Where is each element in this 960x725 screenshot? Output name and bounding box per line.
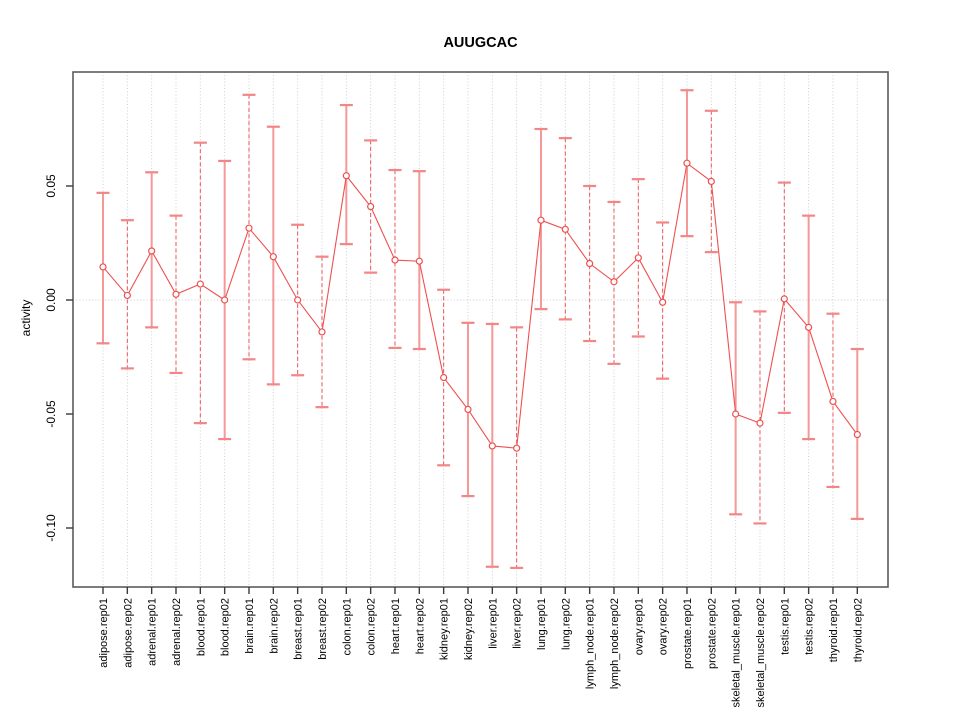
x-tick-label: adrenal.rep01 <box>147 598 159 666</box>
x-tick-label: thyroid.rep01 <box>828 598 840 662</box>
data-point <box>148 247 156 255</box>
data-point <box>123 291 131 300</box>
data-point <box>780 295 788 303</box>
y-tick-label: 0.05 <box>44 174 58 198</box>
x-tick-label: kidney.rep02 <box>463 598 475 660</box>
x-tick-label: liver.rep01 <box>487 598 499 649</box>
data-point <box>318 328 326 336</box>
x-tick-label: liver.rep02 <box>512 598 524 649</box>
data-point <box>659 298 667 306</box>
x-tick-label: kidney.rep01 <box>439 598 451 660</box>
x-tick-label: lung.rep02 <box>560 598 572 650</box>
data-point <box>513 444 521 452</box>
series-line <box>102 162 858 449</box>
x-tick-label: adipose.rep02 <box>122 598 134 668</box>
x-tick-label: testis.rep01 <box>779 598 791 655</box>
data-point <box>269 253 277 261</box>
data-point <box>488 442 496 450</box>
x-tick-label: prostate.rep02 <box>706 598 718 669</box>
data-point <box>805 323 813 331</box>
x-tick-label: blood.rep01 <box>195 598 207 656</box>
data-point <box>294 296 302 304</box>
data-point <box>683 159 691 167</box>
x-tick-label: skeletal_muscle.rep02 <box>755 598 767 707</box>
x-tick-label: colon.rep01 <box>341 598 353 656</box>
data-point <box>245 224 253 232</box>
x-tick-label: lymph_node.rep02 <box>609 598 621 689</box>
y-tick-label: -0.10 <box>44 514 58 542</box>
data-point <box>707 177 715 186</box>
data-point <box>829 397 837 406</box>
chart-title: AUUGCAC <box>443 35 518 51</box>
x-tick-label: ovary.rep02 <box>658 598 670 655</box>
x-tick-label: lymph_node.rep01 <box>585 598 597 689</box>
data-point <box>537 216 545 224</box>
y-tick-label: 0.00 <box>44 288 58 312</box>
data-point <box>756 419 764 427</box>
x-tick-label: thyroid.rep02 <box>852 598 864 662</box>
data-point <box>634 254 642 262</box>
x-tick-label: skeletal_muscle.rep01 <box>731 598 743 707</box>
y-axis-label: activity <box>19 300 33 337</box>
plot-border <box>72 71 889 588</box>
data-point <box>440 373 448 382</box>
data-point <box>172 290 180 298</box>
data-point <box>391 256 399 264</box>
data-point <box>610 278 618 286</box>
data-point <box>367 202 375 211</box>
data-point <box>561 225 569 233</box>
data-point <box>464 405 472 414</box>
x-tick-label: heart.rep02 <box>414 598 426 654</box>
data-point <box>342 172 350 180</box>
x-tick-label: prostate.rep01 <box>682 598 694 669</box>
data-point <box>196 280 204 288</box>
x-tick-label: breast.rep02 <box>317 598 329 660</box>
x-tick-label: ovary.rep01 <box>633 598 645 655</box>
x-tick-label: brain.rep02 <box>268 598 280 654</box>
x-tick-label: heart.rep01 <box>390 598 402 654</box>
y-tick-label: -0.05 <box>44 400 58 428</box>
x-tick-label: breast.rep01 <box>293 598 305 660</box>
x-tick-label: testis.rep02 <box>804 598 816 655</box>
x-tick-label: lung.rep01 <box>536 598 548 650</box>
x-tick-label: blood.rep02 <box>220 598 232 656</box>
x-tick-label: adipose.rep01 <box>98 598 110 668</box>
x-tick-label: brain.rep01 <box>244 598 256 654</box>
data-point <box>221 296 229 304</box>
data-point <box>415 257 423 265</box>
x-tick-label: colon.rep02 <box>366 598 378 656</box>
x-tick-label: adrenal.rep02 <box>171 598 183 666</box>
data-point <box>732 410 740 418</box>
data-point <box>853 430 861 439</box>
data-point <box>99 263 107 271</box>
data-point <box>586 259 594 268</box>
